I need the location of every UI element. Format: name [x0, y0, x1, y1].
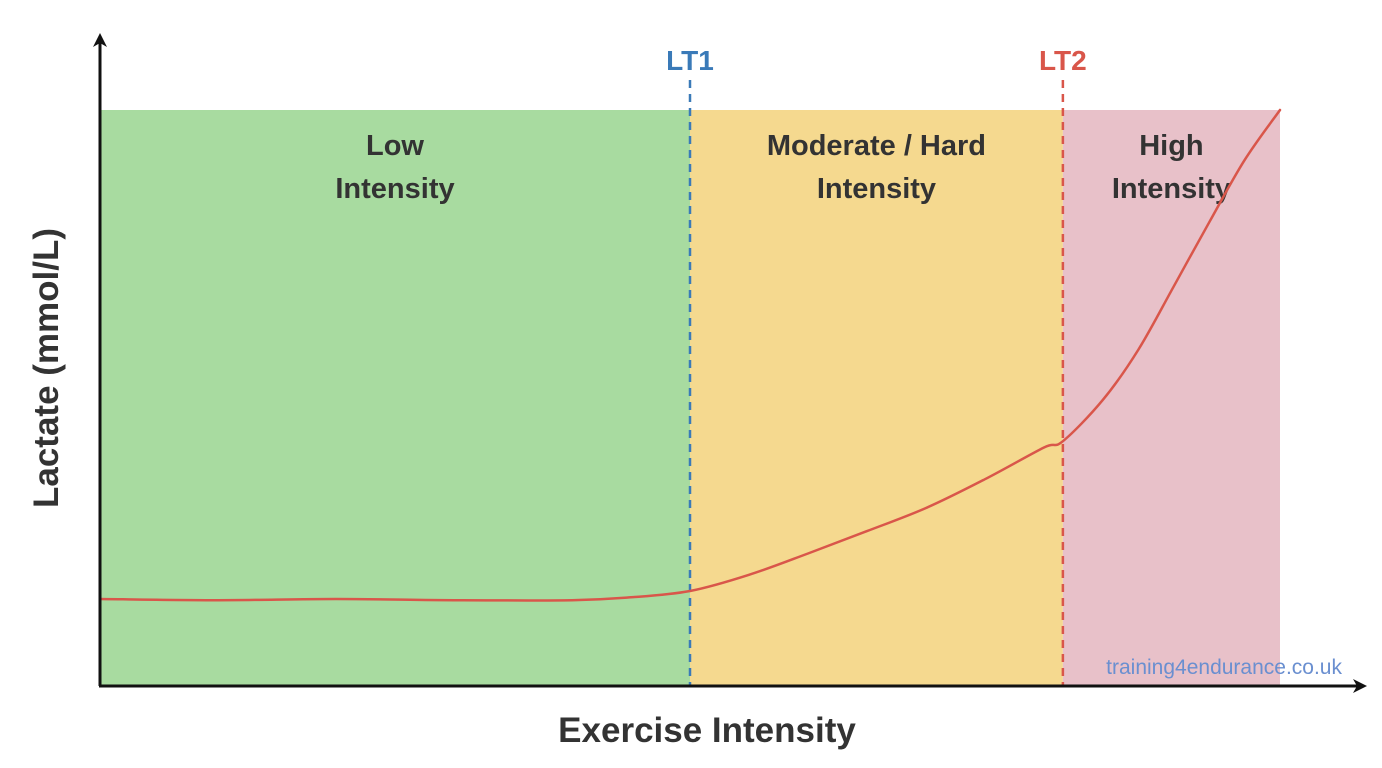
threshold-lines: LT1 LT2 — [666, 45, 1087, 686]
zone-high — [1062, 110, 1280, 686]
lactate-curve-line — [98, 108, 1282, 602]
intensity-zones — [100, 110, 1280, 686]
threshold-label-lt1: LT1 — [666, 45, 714, 76]
zone-label-low-line-1: Low — [366, 130, 424, 162]
y-axis-title: Lactate (mmol/L) — [27, 228, 66, 508]
watermark-text: training4endurance.co.uk — [1106, 656, 1342, 679]
threshold-label-lt2: LT2 — [1039, 45, 1087, 76]
lactate-curve — [98, 108, 1282, 602]
zone-low — [100, 110, 690, 686]
zone-labels: Low Intensity Moderate / Hard Intensity High… — [335, 130, 1231, 205]
zone-label-high-line-2: Intensity — [1112, 173, 1231, 205]
x-axis-title: Exercise Intensity — [558, 711, 856, 750]
zone-label-low-line-2: Intensity — [335, 173, 454, 205]
zone-label-high-line-1: High — [1139, 130, 1203, 162]
zone-label-moderate-line-1: Moderate / Hard — [767, 130, 986, 162]
zone-label-moderate-line-2: Intensity — [817, 173, 936, 205]
zone-moderate — [690, 110, 1063, 686]
